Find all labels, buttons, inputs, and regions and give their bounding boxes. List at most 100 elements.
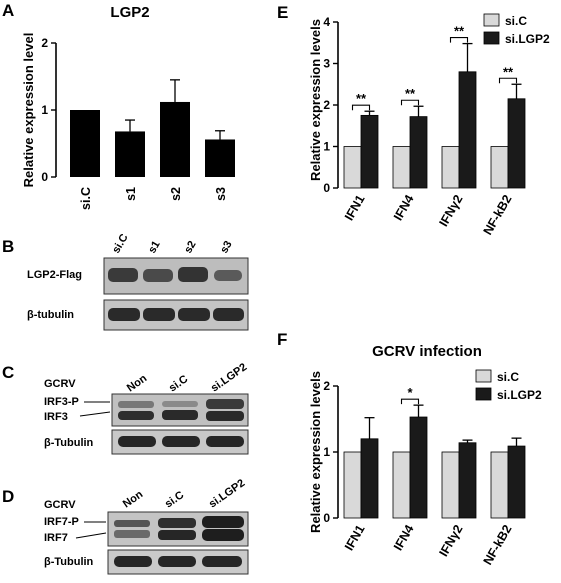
- bar: [409, 116, 428, 189]
- blot-band: [202, 556, 242, 567]
- panel-d-lane-label: si.C: [163, 489, 186, 510]
- bar: [160, 101, 190, 177]
- legend-swatch: [483, 13, 500, 27]
- bar: [205, 139, 235, 177]
- legend-swatch: [475, 369, 492, 383]
- blot-band: [202, 516, 244, 528]
- x-category-label: s3: [214, 187, 228, 201]
- x-category-label: IFN4: [391, 522, 417, 553]
- blot-band: [202, 529, 244, 541]
- bar: [458, 71, 477, 189]
- panel-b-lane-label: s1: [146, 239, 163, 256]
- panel-f-title: GCRV infection: [372, 343, 482, 360]
- blot-band: [118, 436, 156, 447]
- legend-label: si.C: [505, 14, 527, 28]
- significance-bracket: [400, 398, 420, 405]
- significance-bracket: [400, 99, 420, 106]
- panel-c-lane-label: Non: [125, 372, 150, 394]
- panel-d-row-label: IRF7-P: [44, 516, 79, 528]
- panel-d-row-label: β-Tubulin: [44, 556, 94, 568]
- blot-band: [206, 411, 244, 421]
- significance-bracket: [498, 77, 518, 84]
- bar: [115, 131, 145, 177]
- panel-c-letter: C: [2, 363, 14, 382]
- panel-f-letter: F: [277, 330, 287, 349]
- x-category-label: IFN4: [391, 192, 417, 223]
- y-tick-label: 0: [323, 511, 330, 525]
- blot-band: [143, 269, 173, 282]
- panel-c-row-label: IRF3: [44, 411, 68, 423]
- bar: [360, 438, 379, 519]
- significance-label: **: [454, 24, 465, 39]
- panel-d-row-label: IRF7: [44, 532, 68, 544]
- blot-band: [206, 399, 244, 409]
- y-tick-label: 2: [323, 98, 330, 112]
- band-pointer-line: [75, 532, 107, 539]
- significance-label: **: [356, 91, 367, 106]
- blot-band: [214, 270, 242, 281]
- bar: [343, 146, 362, 189]
- blot-band: [178, 267, 208, 282]
- chart-a: 0 1 2 si.C s1 s2 s3: [41, 36, 235, 210]
- y-tick-label: 1: [323, 445, 330, 459]
- panel-d-letter: D: [2, 487, 14, 506]
- y-tick-label: 1: [41, 103, 48, 117]
- panel-d-lane-label: si.LGP2: [207, 477, 247, 510]
- y-tick-label: 0: [323, 181, 330, 195]
- panel-b-lane-label: s2: [182, 239, 199, 256]
- x-category-label: IFN1: [342, 522, 368, 553]
- blot-band: [158, 530, 196, 540]
- bar: [343, 451, 362, 519]
- panel-b-row-label: LGP2-Flag: [27, 269, 82, 281]
- significance-label: **: [405, 86, 416, 101]
- blot-band: [178, 308, 210, 321]
- y-tick-label: 0: [41, 170, 48, 184]
- band-pointer-line: [79, 411, 111, 417]
- panel-b-lane-label: s3: [218, 239, 235, 256]
- blot-band: [114, 556, 152, 567]
- blot-band: [143, 308, 175, 321]
- bar: [392, 451, 411, 519]
- blot-band: [162, 401, 198, 407]
- bar: [490, 451, 509, 519]
- y-tick-label: 2: [323, 379, 330, 393]
- x-category-label: IFNγ2: [436, 192, 465, 229]
- bar: [409, 416, 428, 519]
- legend-label: si.LGP2: [497, 388, 542, 402]
- significance-label: *: [407, 385, 413, 400]
- blot-band: [118, 401, 154, 408]
- panel-b: B si.C s1 s2 s3 LGP2-Flag β-tubulin: [2, 232, 249, 331]
- panel-c-condition: GCRV: [44, 378, 76, 390]
- panel-b-letter: B: [2, 237, 14, 256]
- panel-d-lane-label: Non: [121, 488, 146, 510]
- panel-a: A LGP2 Relative expression level 0 1 2 si.C…: [2, 1, 235, 210]
- blot-band: [206, 436, 244, 447]
- x-category-label: IFN1: [342, 192, 368, 223]
- panel-c-lane-label: si.LGP2: [209, 361, 249, 394]
- panel-b-row-label: β-tubulin: [27, 309, 74, 321]
- blot-band: [114, 520, 150, 527]
- y-tick-label: 1: [323, 140, 330, 154]
- legend-label: si.C: [497, 370, 519, 384]
- panel-a-ylabel: Relative expression level: [21, 33, 36, 188]
- panel-c-row-label: β-Tubulin: [44, 437, 94, 449]
- panel-f: F GCRV infection Relative expression lev…: [277, 330, 542, 567]
- y-tick-label: 4: [323, 15, 330, 29]
- x-category-label: NF-kB2: [481, 522, 515, 567]
- panel-c-row-label: IRF3-P: [44, 396, 79, 408]
- significance-bracket: [351, 104, 371, 111]
- blot-band: [118, 411, 154, 420]
- significance-label: **: [503, 64, 514, 79]
- panel-c-lane-label: si.C: [167, 373, 190, 394]
- panel-e-ylabel: Relative expression levels: [308, 19, 323, 181]
- blot-band: [162, 436, 200, 447]
- chart-e: 0 1 2 3 4 ** IFN1 ** IFN4 ** IFNγ2 ** NF-kB2 si.C si.L…: [323, 13, 550, 237]
- x-category-label: IFNγ2: [436, 522, 465, 559]
- bar: [441, 451, 460, 519]
- panel-c: C GCRV Non si.C si.LGP2 IRF3-P IRF3 β-Tu…: [2, 361, 249, 455]
- panel-d-condition: GCRV: [44, 499, 76, 511]
- legend-swatch: [475, 387, 492, 401]
- legend-swatch: [483, 31, 500, 45]
- bar: [458, 442, 477, 519]
